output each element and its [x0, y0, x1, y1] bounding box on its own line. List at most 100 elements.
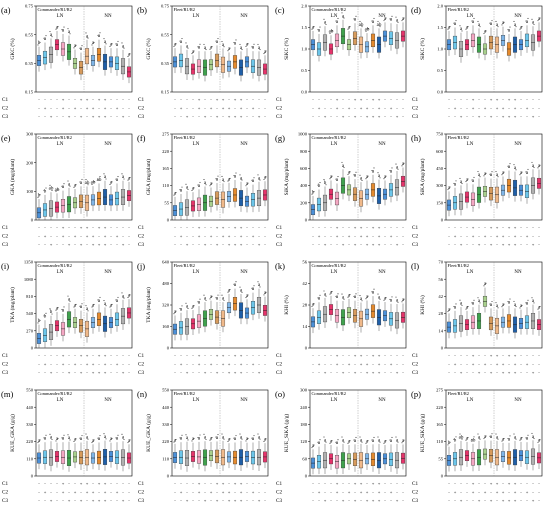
design-sign: +	[198, 225, 201, 230]
outlier-point	[259, 179, 261, 181]
cultivar-label: Commander/R1/R2	[312, 263, 346, 268]
outlier-point	[247, 43, 249, 45]
outlier-point	[103, 38, 105, 40]
design-sign: -	[210, 242, 212, 247]
design-sign: -	[98, 234, 100, 239]
significance-letter: a	[384, 17, 387, 22]
design-sign: -	[402, 97, 404, 102]
outlier-point	[257, 174, 259, 176]
design-sign: +	[348, 234, 351, 239]
design-sign: -	[210, 225, 212, 230]
design-sign: -	[186, 490, 188, 495]
design-sign: -	[396, 362, 398, 367]
design-sign: -	[56, 498, 58, 503]
significance-letter: a	[472, 179, 475, 184]
design-row-label-c3: C3	[138, 498, 144, 504]
design-row-label-c1: C1	[2, 481, 8, 487]
y-axis-label: KUE_SiKA (g/g)	[419, 414, 426, 453]
design-sign: +	[526, 362, 529, 367]
design-sign: +	[342, 498, 345, 503]
y-tick-label: 600	[436, 149, 444, 154]
design-sign: +	[354, 242, 357, 247]
outlier-point	[495, 171, 497, 173]
design-sign: +	[74, 490, 77, 495]
design-sign: +	[502, 370, 505, 375]
significance-letter: a	[514, 23, 517, 28]
outlier-point	[513, 164, 515, 166]
design-sign: -	[342, 362, 344, 367]
significance-letter: a	[330, 290, 333, 295]
design-sign: -	[258, 362, 260, 367]
significance-letter: a	[74, 184, 77, 189]
design-sign: +	[354, 481, 357, 486]
outlier-point	[87, 310, 89, 312]
design-sign: +	[62, 106, 65, 111]
significance-letter: a	[246, 437, 249, 442]
significance-letter: a	[508, 165, 511, 170]
outlier-point	[253, 177, 255, 179]
significance-letter: a	[396, 19, 399, 24]
significance-letter: a	[502, 171, 505, 176]
significance-letter: a	[502, 21, 505, 26]
design-sign: +	[116, 362, 119, 367]
outlier-point	[367, 175, 369, 177]
y-tick-label: 60	[302, 456, 307, 461]
design-sign: -	[80, 234, 82, 239]
design-sign: -	[128, 234, 130, 239]
y-tick-label: 180	[300, 422, 308, 427]
significance-letter: a	[390, 169, 393, 174]
outlier-point	[521, 171, 523, 173]
outlier-point	[373, 17, 375, 20]
design-sign: -	[56, 106, 58, 111]
design-sign: -	[312, 490, 314, 495]
treatment-label-nn: NN	[104, 270, 112, 275]
y-tick-label: 240	[300, 405, 308, 410]
outlier-point	[75, 438, 77, 440]
design-sign: +	[514, 362, 517, 367]
outlier-point	[539, 164, 541, 166]
design-sign: +	[80, 498, 83, 503]
outlier-point	[343, 441, 345, 443]
design-sign: -	[384, 97, 386, 102]
design-sign: -	[490, 362, 492, 367]
design-sign: -	[246, 106, 248, 111]
design-sign: +	[80, 97, 83, 102]
design-sign: +	[478, 114, 481, 119]
outlier-point	[69, 185, 71, 187]
significance-letter: a	[252, 179, 255, 184]
outlier-point	[263, 53, 265, 55]
design-sign: -	[228, 97, 230, 102]
design-sign: +	[508, 353, 511, 358]
design-sign: -	[384, 114, 386, 119]
outlier-point	[337, 176, 339, 178]
design-sign: -	[448, 353, 450, 358]
significance-letter: a	[198, 436, 201, 441]
design-sign: -	[312, 234, 314, 239]
outlier-point	[209, 298, 211, 300]
outlier-point	[235, 281, 237, 283]
outlier-point	[173, 194, 175, 196]
y-tick-label: 640	[162, 260, 170, 265]
design-sign: -	[366, 481, 368, 486]
design-sign: +	[180, 234, 183, 239]
design-sign: +	[104, 225, 107, 230]
design-sign: -	[454, 97, 456, 102]
design-sign: -	[520, 242, 522, 247]
design-row-label-c2: C2	[276, 362, 282, 368]
outlier-point	[521, 304, 523, 306]
design-sign: +	[372, 242, 375, 247]
outlier-point	[397, 21, 399, 23]
outlier-point	[331, 290, 333, 293]
outlier-point	[87, 184, 89, 186]
significance-letter: a	[98, 437, 101, 442]
design-sign: +	[216, 97, 219, 102]
outlier-point	[495, 433, 497, 435]
design-sign: -	[110, 114, 112, 119]
design-sign: -	[312, 114, 314, 119]
outlier-point	[211, 182, 213, 184]
design-sign: -	[348, 481, 350, 486]
outlier-point	[391, 15, 393, 17]
design-sign: +	[104, 97, 107, 102]
y-tick-label: 1.0	[301, 47, 307, 52]
outlier-point	[39, 41, 41, 43]
